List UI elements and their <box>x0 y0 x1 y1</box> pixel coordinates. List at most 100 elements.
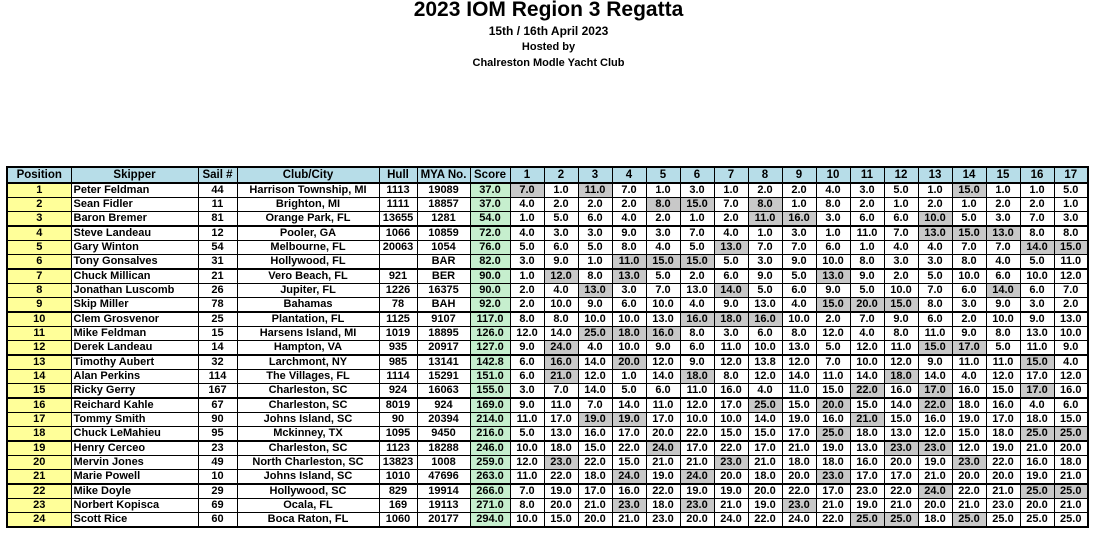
hull-cell: 20063 <box>378 240 418 255</box>
race-result-cell: 22.0 <box>679 426 715 442</box>
race-result-cell: 3.0 <box>951 297 987 313</box>
club-city-cell: Hollywood, SC <box>236 483 380 499</box>
skipper-cell: Henry Cerceo <box>70 440 199 456</box>
club-city-cell: North Charleston, SC <box>236 455 380 470</box>
race-result-cell: 6.0 <box>543 240 579 255</box>
race-result-cell: 8.0 <box>509 311 545 327</box>
race-result-cell: 15.0 <box>679 197 715 212</box>
sail-number-cell: 15 <box>197 326 238 341</box>
sail-number-cell: 26 <box>197 283 238 298</box>
race-result-cell: 19.0 <box>747 498 783 513</box>
race-result-cell: 5.0 <box>577 240 613 255</box>
table-row: 4 Steve Landeau 12 Pooler, GA 1066 10859 72.0 4… <box>6 225 1089 241</box>
race-result-cell: 3.0 <box>747 254 783 270</box>
mya-number-cell: 20917 <box>416 340 471 356</box>
race-result-cell: 22.0 <box>849 383 885 399</box>
score-cell: 90.0 <box>469 268 511 284</box>
race-result-cell: 20.0 <box>577 512 613 528</box>
race-result-cell: 13.0 <box>1053 311 1089 327</box>
race-result-cell: 2.0 <box>1053 297 1089 313</box>
hull-cell: 1019 <box>378 326 418 341</box>
results-body: 1 Peter Feldman 44 Harrison Township, MI 111… <box>6 182 1089 528</box>
race-result-cell: 18.0 <box>883 369 919 384</box>
race-result-cell: 12.0 <box>679 397 715 413</box>
race-result-cell: 4.0 <box>1053 354 1089 370</box>
race-result-cell: 4.0 <box>917 240 953 255</box>
race-result-cell: 20.0 <box>1053 440 1089 456</box>
race-result-cell: 11.0 <box>849 225 885 241</box>
race-result-cell: 3.0 <box>713 326 749 341</box>
race-result-cell: 6.0 <box>679 340 715 356</box>
race-result-cell: 14.0 <box>883 397 919 413</box>
club-city-cell: Hollywood, FL <box>236 254 380 270</box>
race-result-cell: 25.0 <box>951 512 987 528</box>
race-result-cell: 9.0 <box>611 225 647 241</box>
race-result-cell: 2.0 <box>543 197 579 212</box>
race-result-cell: 14.0 <box>713 283 749 298</box>
sail-number-cell: 167 <box>197 383 238 399</box>
sail-number-cell: 11 <box>197 197 238 212</box>
race-result-cell: 5.0 <box>611 383 647 399</box>
race-result-cell: 2.0 <box>951 311 987 327</box>
race-result-cell: 8.0 <box>543 311 579 327</box>
race-result-cell: 21.0 <box>543 369 579 384</box>
race-result-cell: 25.0 <box>1019 483 1055 499</box>
race-result-cell: 10.0 <box>611 340 647 356</box>
column-header: 17 <box>1053 166 1089 184</box>
race-result-cell: 9.0 <box>645 340 681 356</box>
race-result-cell: 24.0 <box>713 512 749 528</box>
column-header: 6 <box>679 166 715 184</box>
race-result-cell: 8.0 <box>679 326 715 341</box>
race-result-cell: 2.0 <box>883 268 919 284</box>
club-city-cell: Harsens Island, MI <box>236 326 380 341</box>
race-result-cell: 14.0 <box>849 369 885 384</box>
race-result-cell: 2.0 <box>747 182 783 198</box>
race-result-cell: 14.0 <box>611 397 647 413</box>
race-result-cell: 23.0 <box>917 440 953 456</box>
race-result-cell: 11.0 <box>917 326 953 341</box>
race-result-cell: 5.0 <box>747 283 783 298</box>
race-result-cell: 6.0 <box>883 211 919 227</box>
table-row: 13 Timothy Aubert 32 Larchmont, NY 985 13141 1… <box>6 354 1089 370</box>
column-header: 10 <box>815 166 851 184</box>
column-header: 1 <box>509 166 545 184</box>
race-result-cell: 1.0 <box>1053 197 1089 212</box>
hull-cell: 90 <box>378 412 418 427</box>
table-row: 2 Sean Fidler 11 Brighton, MI 1111 18857 37.0 4… <box>6 197 1089 212</box>
table-row: 7 Chuck Millican 21 Vero Beach, FL 921 BER 90.… <box>6 268 1089 284</box>
table-row: 17 Tommy Smith 90 Johns Island, SC 90 20394 21… <box>6 412 1089 427</box>
race-result-cell: 4.0 <box>577 340 613 356</box>
race-result-cell: 6.0 <box>951 283 987 298</box>
race-result-cell: 9.0 <box>679 354 715 370</box>
hull-cell: 1226 <box>378 283 418 298</box>
race-result-cell: 20.0 <box>645 426 681 442</box>
race-result-cell: 4.0 <box>611 211 647 227</box>
race-result-cell: 15.0 <box>1019 354 1055 370</box>
race-result-cell: 15.0 <box>679 254 715 270</box>
race-result-cell: 25.0 <box>577 326 613 341</box>
race-result-cell: 16.0 <box>611 483 647 499</box>
race-result-cell: 15.0 <box>747 426 783 442</box>
race-result-cell: 6.0 <box>917 311 953 327</box>
race-result-cell: 25.0 <box>849 512 885 528</box>
race-result-cell: 18.0 <box>645 498 681 513</box>
race-result-cell: 25.0 <box>1053 426 1089 442</box>
race-result-cell: 2.0 <box>781 182 817 198</box>
column-header: Hull <box>378 166 418 184</box>
race-result-cell: 5.0 <box>883 182 919 198</box>
race-result-cell: 21.0 <box>713 498 749 513</box>
column-header: Skipper <box>70 166 199 184</box>
race-result-cell: 8.0 <box>747 197 783 212</box>
race-result-cell: 12.0 <box>781 354 817 370</box>
race-result-cell: 16.0 <box>577 426 613 442</box>
race-result-cell: 9.0 <box>849 268 885 284</box>
race-result-cell: 11.0 <box>577 182 613 198</box>
race-result-cell: 11.0 <box>645 397 681 413</box>
race-result-cell: 8.0 <box>645 197 681 212</box>
race-result-cell: 19.0 <box>951 412 987 427</box>
hull-cell: 169 <box>378 498 418 513</box>
race-result-cell: 17.0 <box>883 469 919 485</box>
skipper-cell: Clem Grosvenor <box>70 311 199 327</box>
race-result-cell: 8.0 <box>951 254 987 270</box>
race-result-cell: 2.0 <box>849 197 885 212</box>
